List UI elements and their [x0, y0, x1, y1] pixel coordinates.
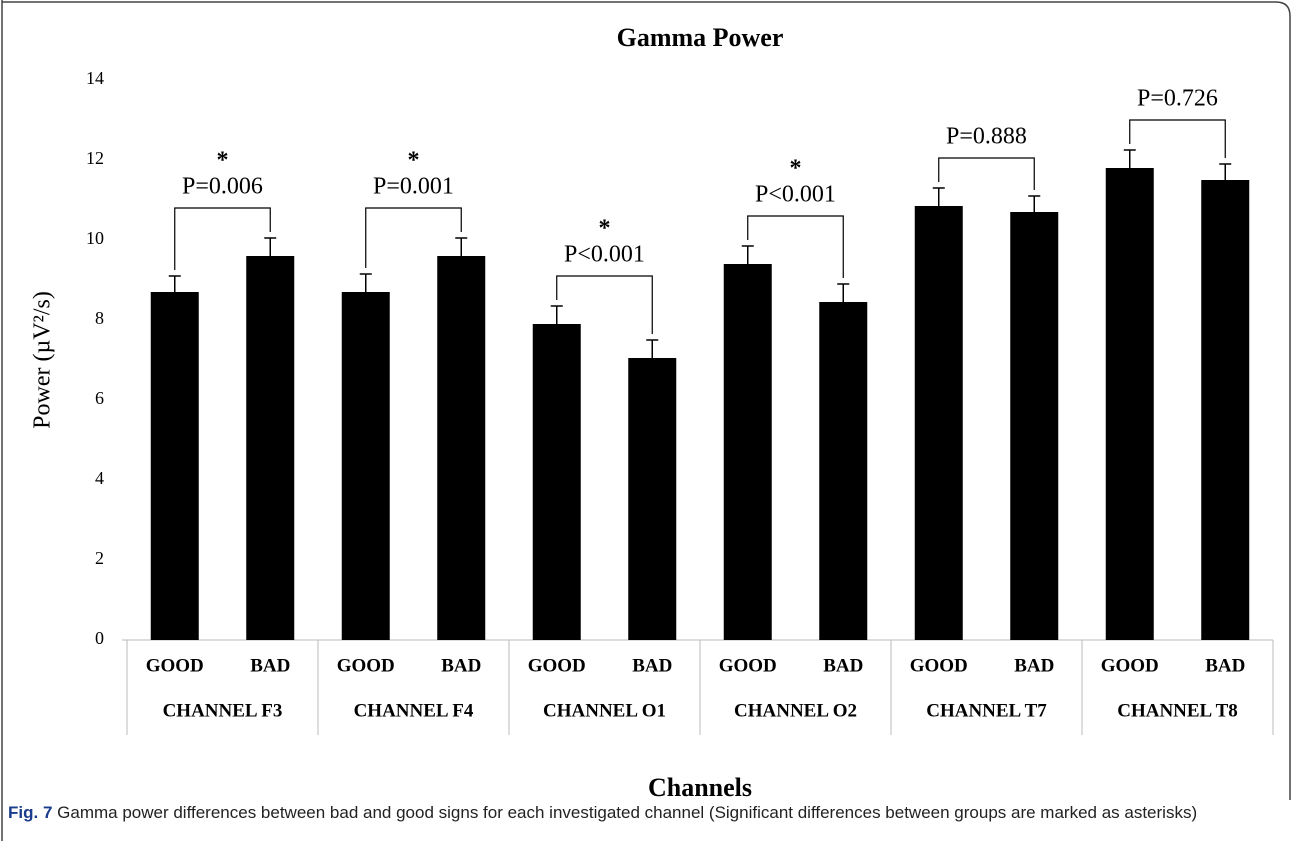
- group-label: CHANNEL T8: [1117, 700, 1238, 721]
- x-tick-label: GOOD: [146, 655, 204, 676]
- error-bar: [646, 339, 659, 358]
- x-tick-label: BAD: [823, 655, 863, 676]
- group-label: CHANNEL O1: [543, 700, 666, 721]
- x-tick-label: BAD: [1014, 655, 1054, 676]
- error-bar: [741, 245, 754, 264]
- x-tick-label: BAD: [441, 655, 481, 676]
- y-axis-title: Power (µV²/s): [30, 291, 56, 429]
- bar: [628, 358, 677, 640]
- significance-bracket: [938, 157, 1035, 190]
- y-tick-label: 8: [95, 308, 104, 328]
- x-tick-label: BAD: [250, 655, 290, 676]
- error-bar: [264, 237, 277, 256]
- error-bar: [359, 273, 372, 292]
- group-label: CHANNEL F3: [163, 700, 283, 721]
- x-tick-label: GOOD: [719, 655, 777, 676]
- p-value: P=0.001: [373, 174, 454, 200]
- significance-bracket: [1129, 119, 1226, 158]
- bar: [437, 256, 486, 640]
- group-label: CHANNEL F4: [354, 700, 474, 721]
- p-value: P<0.001: [755, 182, 836, 208]
- error-bar: [932, 187, 945, 206]
- error-bar: [1219, 163, 1232, 180]
- x-tick-label: GOOD: [1101, 655, 1159, 676]
- x-tick-label: BAD: [632, 655, 672, 676]
- error-bar: [837, 283, 850, 302]
- y-tick-label: 2: [95, 548, 104, 568]
- y-tick-label: 4: [95, 468, 104, 488]
- x-tick-label: GOOD: [337, 655, 395, 676]
- error-bar: [168, 275, 181, 292]
- error-bar: [455, 237, 468, 256]
- caption-label: Fig. 7: [8, 803, 53, 822]
- asterisk: *: [599, 216, 611, 242]
- bar: [1201, 180, 1250, 640]
- p-value: P=0.006: [182, 174, 263, 200]
- y-tick-label: 6: [95, 388, 104, 408]
- bar: [914, 206, 963, 640]
- bar: [532, 324, 581, 640]
- bar: [246, 256, 295, 640]
- caption-text: Gamma power differences between bad and …: [57, 803, 1198, 822]
- y-tick-label: 10: [86, 228, 104, 248]
- chart-title: Gamma Power: [617, 23, 784, 52]
- asterisk: *: [790, 156, 802, 182]
- group-label: CHANNEL O2: [734, 700, 857, 721]
- x-tick-label: GOOD: [910, 655, 968, 676]
- y-tick-label: 12: [86, 148, 104, 168]
- p-value: P=0.726: [1137, 86, 1218, 112]
- p-value: P<0.001: [564, 242, 645, 268]
- bar: [1105, 168, 1154, 640]
- error-bar: [1123, 149, 1136, 168]
- y-tick-label: 0: [95, 628, 104, 648]
- bar: [1010, 212, 1059, 640]
- significance-bracket: [174, 207, 271, 270]
- bar: [341, 292, 390, 640]
- asterisk: *: [408, 148, 420, 174]
- bar: [819, 302, 868, 640]
- y-tick-label: 14: [86, 68, 104, 88]
- x-tick-label: BAD: [1205, 655, 1245, 676]
- x-axis-title: Channels: [648, 773, 752, 802]
- error-bar: [550, 305, 563, 324]
- caption: Fig. 7 Gamma power differences between b…: [8, 802, 1278, 823]
- p-value: P=0.888: [946, 124, 1027, 150]
- error-bar: [1028, 195, 1041, 212]
- significance-bracket: [747, 215, 844, 278]
- asterisk: *: [217, 148, 229, 174]
- bar: [150, 292, 199, 640]
- x-tick-label: GOOD: [528, 655, 586, 676]
- significance-bracket: [556, 275, 653, 334]
- bar: [723, 264, 772, 640]
- group-label: CHANNEL T7: [926, 700, 1047, 721]
- significance-bracket: [365, 207, 462, 268]
